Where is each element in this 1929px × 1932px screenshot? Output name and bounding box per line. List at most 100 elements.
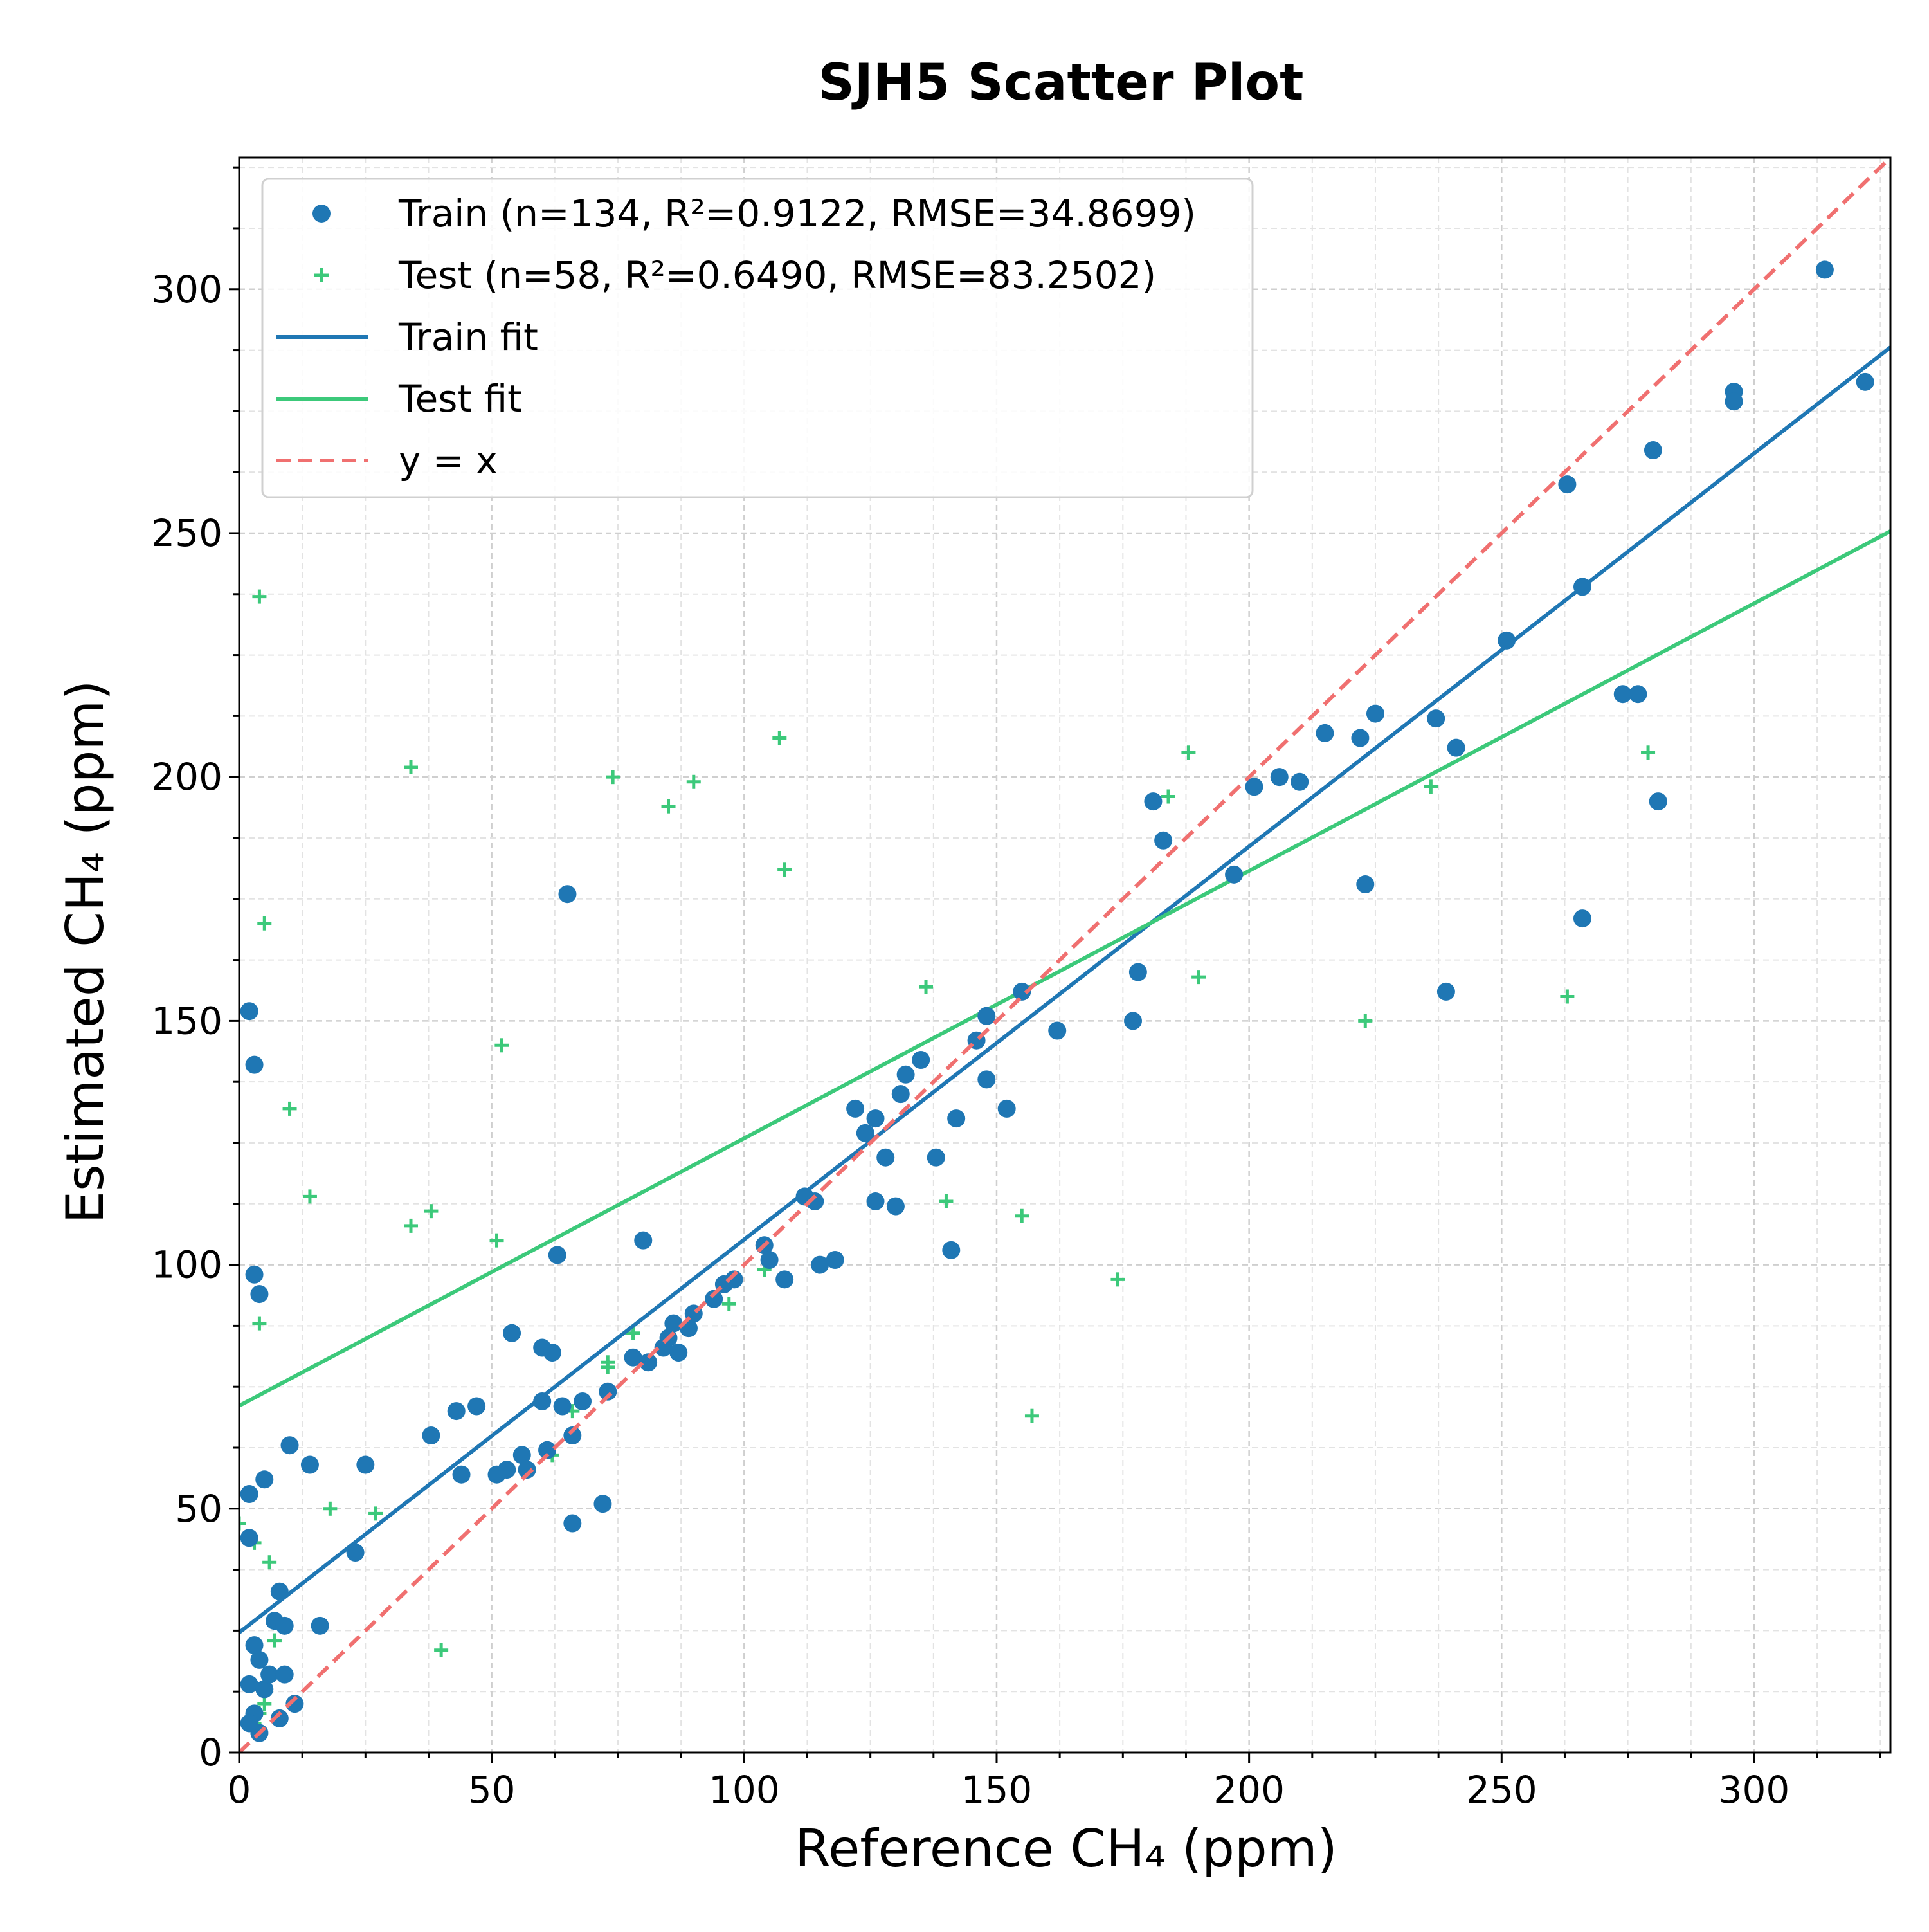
- train-point: [1245, 778, 1263, 796]
- train-point: [245, 1055, 264, 1074]
- train-point: [866, 1192, 885, 1210]
- test-point: [1560, 989, 1575, 1004]
- train-fit-line: [239, 345, 1890, 1634]
- test-point: [1110, 1272, 1125, 1287]
- train-point: [896, 1065, 915, 1084]
- x-tick-label: 250: [1466, 1768, 1537, 1812]
- train-point: [1013, 982, 1031, 1001]
- train-point: [558, 885, 577, 904]
- test-point: [267, 1633, 282, 1648]
- train-point: [1573, 909, 1591, 928]
- test-point: [494, 1038, 509, 1053]
- train-point: [1856, 372, 1874, 391]
- test-point: [252, 1316, 267, 1331]
- x-tick-label: 200: [1213, 1768, 1285, 1812]
- train-point: [639, 1353, 658, 1372]
- test-point: [919, 980, 934, 994]
- train-point: [240, 1714, 258, 1733]
- train-point: [300, 1455, 319, 1474]
- train-point: [1270, 768, 1289, 787]
- train-point: [467, 1397, 486, 1416]
- test-point: [606, 770, 620, 785]
- test-point: [489, 1233, 504, 1248]
- train-point: [1725, 392, 1743, 411]
- train-point: [543, 1344, 561, 1362]
- train-point: [664, 1314, 683, 1333]
- x-tick-label: 50: [468, 1768, 516, 1812]
- train-point: [240, 1675, 258, 1693]
- test-point: [404, 760, 419, 775]
- train-point: [1427, 709, 1445, 728]
- axis-ticks: 0 50 100 150 200 250 300 0 50 100 150 200 250 300: [151, 166, 1881, 1812]
- train-point: [574, 1392, 592, 1410]
- legend-entry-label: Test fit: [398, 377, 522, 421]
- test-point: [1181, 745, 1196, 760]
- train-point: [876, 1148, 895, 1167]
- y-tick-label: 250: [151, 511, 222, 555]
- train-point: [775, 1270, 794, 1289]
- train-point: [725, 1270, 743, 1289]
- train-point: [997, 1099, 1016, 1118]
- train-point: [518, 1461, 536, 1479]
- train-point: [245, 1265, 264, 1284]
- test-point: [1015, 1208, 1029, 1223]
- train-point: [245, 1636, 264, 1655]
- train-point: [452, 1465, 471, 1484]
- test-point: [1424, 779, 1438, 794]
- test-fit-line: [239, 529, 1890, 1408]
- train-point: [1573, 578, 1591, 596]
- legend-entry-label: Train fit: [398, 315, 538, 359]
- train-point: [240, 1002, 258, 1021]
- train-point: [947, 1109, 966, 1128]
- train-point: [1498, 631, 1516, 650]
- train-point: [1366, 704, 1384, 723]
- train-point: [275, 1616, 294, 1635]
- train-point: [1815, 260, 1834, 279]
- test-point: [1358, 1014, 1373, 1028]
- train-point: [634, 1231, 653, 1250]
- x-tick-label: 100: [709, 1768, 780, 1812]
- legend-box: [261, 178, 1254, 498]
- legend-entry-label: y = x: [399, 439, 498, 482]
- y-tick-label: 50: [175, 1487, 222, 1531]
- train-point: [563, 1426, 582, 1445]
- train-point: [250, 1285, 269, 1304]
- train-point: [270, 1582, 289, 1601]
- test-point: [661, 799, 676, 814]
- test-point: [257, 1697, 272, 1711]
- train-point: [1447, 738, 1465, 757]
- train-point: [1225, 865, 1244, 884]
- train-point: [285, 1695, 304, 1713]
- test-point: [257, 916, 272, 931]
- train-point: [977, 1007, 996, 1025]
- train-point: [705, 1290, 723, 1308]
- train-point: [356, 1455, 375, 1474]
- y-tick-label: 300: [151, 268, 222, 311]
- train-point: [846, 1099, 865, 1118]
- x-tick-label: 300: [1719, 1768, 1790, 1812]
- train-point: [1356, 875, 1375, 894]
- series-layer: [239, 158, 1890, 1753]
- y-axis-label: Estimated CH₄ (ppm): [55, 680, 115, 1224]
- train-point: [311, 1616, 329, 1635]
- test-point: [777, 862, 792, 877]
- train-point: [1144, 792, 1163, 811]
- test-point: [1024, 1408, 1039, 1423]
- train-point: [891, 1085, 910, 1104]
- train-point: [912, 1051, 930, 1070]
- identity-line: [239, 158, 1890, 1753]
- train-point: [1644, 441, 1662, 460]
- train-point: [826, 1251, 844, 1270]
- test-point: [323, 1501, 338, 1516]
- train-point: [1128, 963, 1147, 981]
- train-point: [1316, 724, 1334, 742]
- test-point: [434, 1643, 449, 1657]
- legend-train-marker: [312, 205, 331, 223]
- train-point: [533, 1392, 552, 1410]
- x-axis-label: Reference CH₄ (ppm): [795, 1819, 1337, 1879]
- test-point: [1641, 745, 1656, 760]
- train-point: [1154, 831, 1173, 850]
- test-point: [404, 1218, 419, 1233]
